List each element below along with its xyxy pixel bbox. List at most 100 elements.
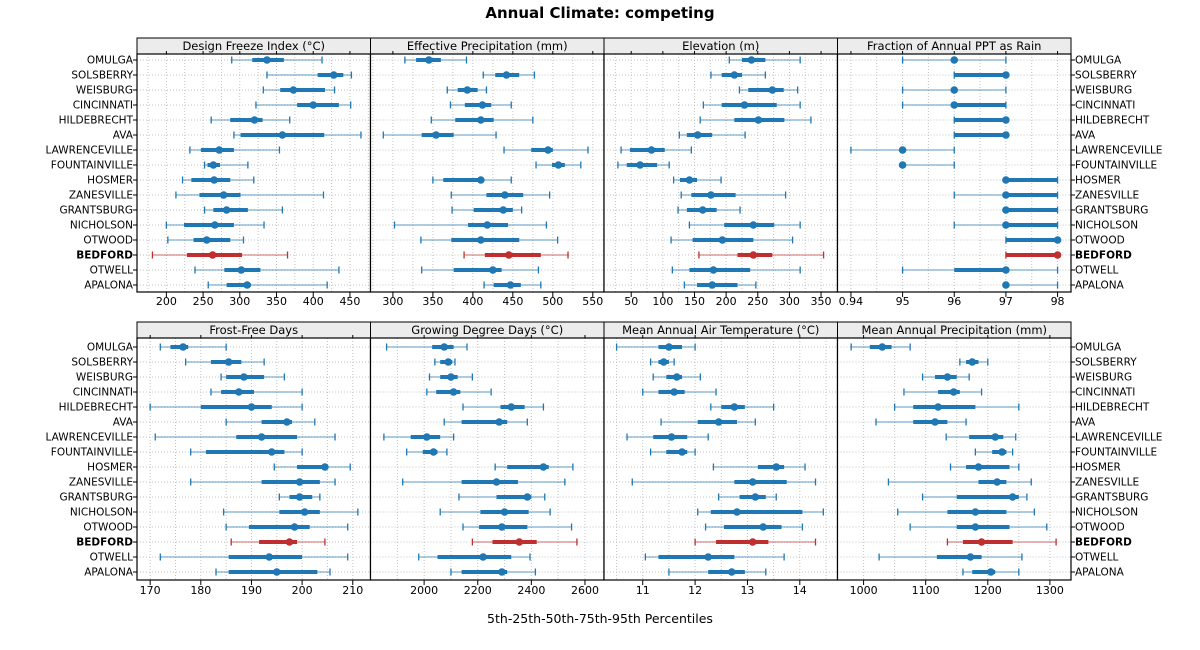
median-dot	[1002, 206, 1010, 214]
x-tick-label: 11	[636, 584, 650, 597]
median-dot	[1002, 191, 1010, 199]
median-dot	[265, 553, 273, 561]
median-dot	[747, 56, 756, 64]
row-label-left: APALONA	[84, 280, 134, 292]
x-tick-label: 1000	[850, 584, 878, 597]
median-dot	[971, 523, 980, 531]
x-tick-label: 200	[716, 295, 737, 308]
median-dot	[544, 146, 552, 154]
row-label-left: SOLSBERRY	[71, 357, 133, 369]
x-tick-label: 2400	[517, 584, 545, 597]
median-dot	[222, 206, 231, 214]
x-tick-label: 300	[779, 295, 800, 308]
percentile-row-APALONA	[668, 568, 767, 576]
percentile-row-LAWRENCEVILLE	[383, 433, 455, 441]
median-dot	[295, 493, 304, 501]
row-label-right: ZANESVILLE	[1075, 190, 1139, 202]
chart-title: Annual Climate: competing	[485, 4, 715, 22]
percentile-row-OMULGA	[615, 343, 696, 351]
row-label-right: ZANESVILLE	[1075, 477, 1139, 489]
x-tick-label: 14	[793, 584, 807, 597]
panel-strip-title: Growing Degree Days (°C)	[411, 323, 563, 337]
percentile-row-OTWELL	[159, 553, 349, 561]
median-dot	[219, 191, 228, 199]
row-label-left: HOSMER	[87, 462, 133, 474]
percentile-row-ZANESVILLE	[190, 478, 336, 486]
panel-Design Freeze Index (°C): Design Freeze Index (°C) 200 250 300 350 400 4…	[133, 37, 372, 308]
median-dot	[685, 176, 694, 184]
median-dot	[950, 101, 959, 109]
median-dot	[447, 373, 455, 381]
percentile-row-ZANESVILLE	[953, 191, 1059, 199]
row-label-left: ZANESVILLE	[69, 477, 133, 489]
percentile-row-LAWRENCEVILLE	[945, 433, 1017, 441]
median-dot	[235, 388, 243, 396]
percentile-row-AVA	[233, 131, 362, 139]
median-dot	[489, 266, 497, 274]
median-dot	[502, 71, 511, 79]
percentile-row-OMULGA	[404, 56, 468, 64]
row-label-left: FOUNTAINVILLE	[51, 160, 133, 172]
median-dot	[730, 403, 739, 411]
percentile-row-SOLSBERRY	[649, 358, 675, 366]
percentile-row-SOLSBERRY	[184, 358, 265, 366]
percentile-row-HOSMER	[273, 463, 351, 471]
row-label-right: NICHOLSON	[1075, 220, 1138, 232]
percentile-row-AVA	[678, 131, 746, 139]
median-dot	[678, 448, 686, 456]
median-dot	[667, 433, 676, 441]
x-tick-label: 12	[688, 584, 702, 597]
median-dot	[444, 358, 453, 366]
x-tick-label: 300	[382, 295, 403, 308]
median-dot	[506, 281, 515, 289]
row-label-right: GRANTSBURG	[1075, 492, 1148, 504]
median-dot	[878, 343, 887, 351]
median-dot	[898, 146, 907, 154]
median-dot	[708, 281, 717, 289]
x-tick-label: 350	[422, 295, 443, 308]
median-dot	[730, 71, 739, 79]
percentile-row-NICHOLSON	[165, 221, 265, 229]
percentile-row-SOLSBERRY	[710, 71, 767, 79]
median-dot	[515, 538, 524, 546]
percentile-row-WEISBURG	[921, 373, 970, 381]
percentile-row-AVA	[382, 131, 497, 139]
row-label-left: BEDFORD	[76, 537, 133, 549]
panel-Growing Degree Days (°C): Growing Degree Days (°C) 2000 2200 2400 2600	[369, 321, 605, 597]
row-label-right: HOSMER	[1075, 462, 1121, 474]
x-tick-label: 2600	[571, 584, 599, 597]
percentile-row-SOLSBERRY	[434, 358, 456, 366]
percentile-row-FOUNTAINVILLE	[649, 448, 696, 456]
percentile-row-BEDFORD	[698, 251, 825, 259]
percentile-row-BEDFORD	[151, 251, 289, 259]
percentile-row-BEDFORD	[471, 538, 578, 546]
x-tick-label: 0.94	[839, 295, 864, 308]
median-dot	[698, 206, 707, 214]
median-dot	[478, 101, 487, 109]
panel-Fraction of Annual PPT as Rain: Fraction of Annual PPT as Rain 0.94 95 96 97…	[836, 37, 1075, 308]
row-label-left: NICHOLSON	[70, 507, 133, 519]
median-dot	[202, 236, 211, 244]
median-dot	[1008, 493, 1017, 501]
percentile-row-CINCINNATI	[210, 388, 303, 396]
row-label-right: FOUNTAINVILLE	[1075, 160, 1157, 172]
panel-strip-title: Frost-Free Days	[209, 323, 298, 337]
median-dot	[1002, 176, 1010, 184]
x-tick-label: 1200	[974, 584, 1002, 597]
median-dot	[931, 418, 939, 426]
row-label-left: HILDEBRECHT	[59, 115, 134, 127]
median-dot	[523, 493, 532, 501]
median-dot	[707, 191, 715, 199]
median-dot	[295, 478, 304, 486]
row-label-right: CINCINNATI	[1075, 387, 1135, 399]
percentile-row-LAWRENCEVILLE	[154, 433, 336, 441]
median-dot	[943, 373, 952, 381]
median-dot	[329, 71, 338, 79]
median-dot	[1002, 266, 1010, 274]
percentile-row-OTWOOD	[225, 523, 349, 531]
percentile-row-WEISBURG	[901, 86, 1007, 94]
median-dot	[1002, 221, 1010, 229]
median-dot	[636, 161, 644, 169]
median-dot	[977, 538, 986, 546]
